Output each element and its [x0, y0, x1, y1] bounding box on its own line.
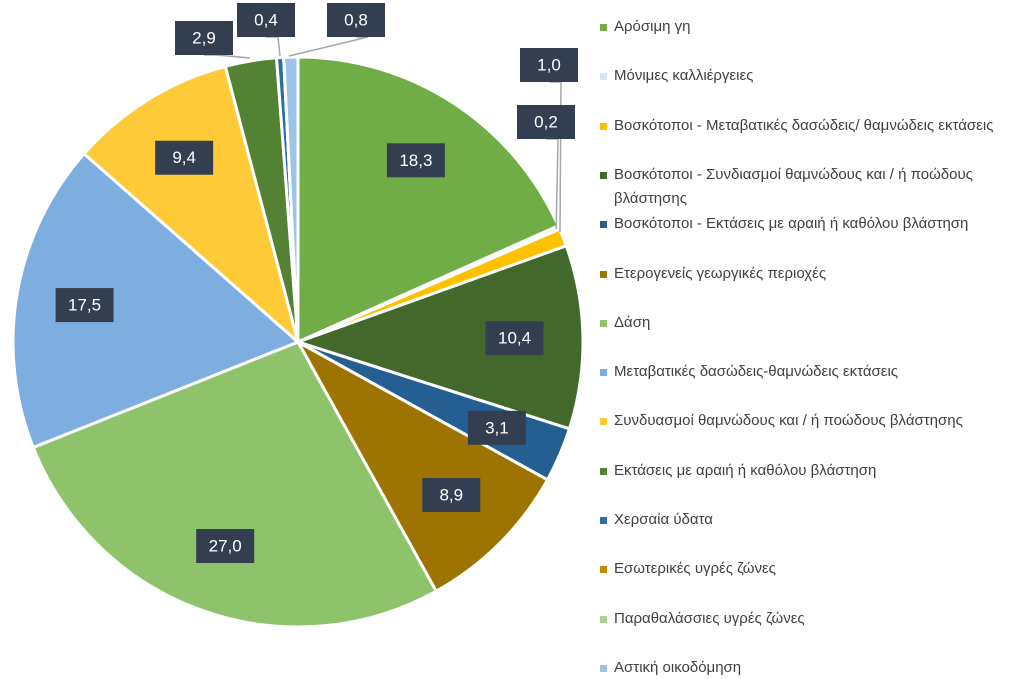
legend-item: Αρόσιμη γη [600, 15, 1012, 39]
data-label-box [517, 105, 575, 139]
legend-label: Αρόσιμη γη [614, 18, 691, 35]
data-label-box [467, 410, 526, 445]
legend-swatch [600, 369, 607, 377]
slice [296, 55, 561, 345]
legend-swatch [600, 270, 607, 278]
data-label-box [196, 528, 255, 563]
legend-swatch [600, 615, 607, 623]
legend-label: Χερσαία ύδατα [614, 511, 713, 528]
legend-label: Παραθαλάσσιες υγρές ζώνες [614, 609, 805, 627]
legend-swatch [600, 319, 607, 327]
data-label-box [175, 21, 233, 55]
slice [81, 64, 301, 347]
legend-item: Μεταβατικές δασώδεις-θαμνώδεις εκτάσεις [600, 360, 1012, 384]
data-label-box [327, 3, 385, 37]
slice [282, 55, 300, 343]
legend-label: Μεταβατικές δασώδεις-θαμνώδεις εκτάσεις [614, 363, 899, 381]
legend-item: Βοσκότοποι - Συνδιασμοί θαμνώδους και / … [600, 163, 1012, 211]
data-label: 1,0 [537, 55, 561, 74]
leader-line [204, 54, 251, 59]
legend-item: Χερσαία ύδατα [600, 508, 1012, 532]
legend-item: Ετερογενείς γεωργικές περιοχές [600, 262, 1012, 286]
slice [11, 151, 301, 450]
data-label-box [155, 140, 214, 175]
legend-swatch [600, 24, 607, 31]
data-label: 8,9 [439, 486, 463, 505]
legend-item: Δάση [600, 311, 1012, 335]
data-label: 2,9 [192, 28, 216, 47]
legend-item: Εκτάσεις με αραιή ή καθόλου βλάστηση [600, 459, 1012, 483]
data-label: 0,8 [344, 10, 368, 29]
legend-swatch [600, 517, 607, 524]
legend-label: Δάση [614, 313, 651, 331]
legend-label: Εκτάσεις με αραιή ή καθόλου βλάστηση [614, 461, 877, 479]
legend-swatch [600, 418, 607, 426]
data-label: 27,0 [209, 536, 242, 555]
data-label: 18,3 [399, 151, 432, 170]
data-label-box [237, 3, 295, 37]
legend-swatch [600, 566, 607, 574]
legend-label: Αστική οικοδόμηση [614, 658, 742, 676]
legend-swatch [600, 467, 607, 475]
slice [31, 340, 439, 629]
legend-label: Συνδυασμοί θαμνώδους και / ή ποώδους βλά… [614, 412, 963, 430]
slice [293, 243, 585, 431]
legend-item: Βοσκότοποι - Μεταβατικές δασώδεις/ θαμνώ… [600, 114, 1012, 138]
leader-line [288, 36, 369, 57]
legend-label: Ετερογενείς γεωργικές περιοχές [614, 264, 827, 282]
legend-swatch [600, 171, 607, 179]
legend-item: Εσωτερικές υγρές ζώνες [600, 557, 1012, 581]
data-label: 0,4 [254, 10, 278, 29]
legend-label: Εσωτερικές υγρές ζώνες [614, 560, 776, 578]
data-label: 0,2 [534, 112, 558, 131]
legend-item: Μόνιμες καλλιέργειες [600, 64, 1012, 88]
legend-item: Αστική οικοδόμηση [600, 656, 1012, 679]
legend-label: Βοσκότοποι - Μεταβατικές δασώδεις/ θαμνώ… [614, 116, 994, 134]
data-label-box [485, 321, 544, 356]
legend-item: Συνδυασμοί θαμνώδους και / ή ποώδους βλά… [600, 409, 1012, 433]
leader-line [266, 36, 281, 57]
legend-swatch [600, 122, 607, 130]
slice [294, 338, 550, 594]
data-label: 17,5 [68, 296, 101, 315]
data-label-box [422, 478, 481, 513]
legend-label: Βοσκότοποι - Εκτάσεις με αραιή ή καθόλου… [614, 215, 969, 233]
data-label: 10,4 [498, 329, 531, 348]
legend-label: Μόνιμες καλλιέργειες [614, 67, 754, 85]
data-label-box [55, 288, 114, 323]
data-label-box [520, 48, 578, 82]
legend-swatch [600, 664, 607, 672]
legend-item: Παραθαλάσσιες υγρές ζώνες [600, 607, 1012, 631]
legend-label: Βοσκότοποι - Συνδιασμοί θαμνώδους και / … [614, 165, 973, 207]
legend-item: Βοσκότοποι - Εκτάσεις με αραιή ή καθόλου… [600, 212, 1012, 236]
data-label: 3,1 [485, 418, 509, 437]
legend-swatch [600, 73, 607, 81]
data-label: 9,4 [172, 148, 196, 167]
legend-swatch [600, 221, 607, 229]
data-label-box [386, 143, 445, 178]
